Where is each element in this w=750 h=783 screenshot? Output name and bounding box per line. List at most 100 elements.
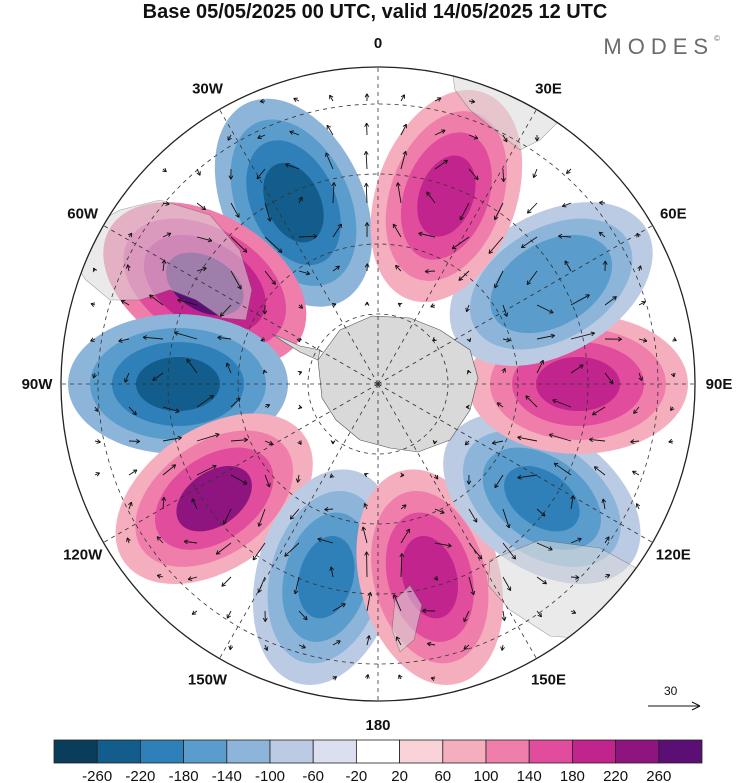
wind-vectors — [90, 93, 677, 682]
wind-arrow — [264, 202, 272, 222]
wind-arrow — [126, 537, 131, 544]
wind-arrow — [364, 674, 370, 680]
wind-arrow — [264, 236, 283, 253]
wind-arrow — [257, 508, 266, 527]
wind-arrow — [120, 300, 130, 306]
wind-arrow — [284, 542, 300, 557]
wind-arrow — [591, 406, 606, 416]
wind-arrow — [92, 372, 97, 379]
wind-arrow — [196, 266, 207, 272]
wind-arrow — [536, 610, 542, 618]
wind-arrow — [364, 263, 370, 272]
colorbar-tick-label: 100 — [473, 768, 498, 783]
wind-arrow — [252, 542, 266, 561]
wind-arrow — [422, 608, 436, 614]
colorbar-tick-label: 220 — [603, 768, 628, 783]
wind-arrow — [637, 265, 642, 272]
wind-arrow — [324, 507, 334, 512]
wind-arrow — [92, 267, 98, 273]
wind-arrow — [502, 134, 508, 143]
anomaly-center — [252, 469, 400, 685]
wind-arrow — [329, 473, 335, 478]
wind-arrow — [329, 94, 334, 102]
wind-arrow — [94, 406, 99, 412]
wind-arrow — [399, 553, 405, 578]
wind-arrow — [196, 236, 213, 243]
wind-arrow — [392, 223, 402, 238]
wind-arrow — [526, 202, 538, 214]
colorbar-tick-label: 60 — [434, 768, 451, 783]
wind-arrow — [293, 97, 300, 102]
longitude-label: 30E — [535, 81, 562, 98]
wind-arrow — [330, 440, 336, 445]
colorbar-swatch — [615, 739, 660, 764]
wind-arrow — [502, 542, 517, 560]
reference-arrowhead — [691, 701, 701, 711]
land-layer — [71, 67, 641, 653]
wind-arrow — [161, 496, 167, 510]
wind-arrow — [468, 508, 478, 523]
wind-arrow — [187, 576, 198, 581]
map-boundary — [60, 66, 696, 702]
wind-arrow — [424, 268, 436, 274]
colorbar-swatch — [312, 739, 357, 764]
wind-arrow — [222, 508, 232, 525]
wind-arrow — [225, 362, 232, 374]
wind-arrow — [264, 270, 276, 285]
wind-arrow — [395, 264, 402, 272]
meridian-line — [103, 225, 379, 385]
wind-arrow — [604, 336, 622, 342]
wind-arrow — [589, 437, 606, 443]
wind-arrow — [426, 191, 436, 204]
wind-arrow — [256, 168, 266, 180]
wind-arrow — [142, 335, 164, 340]
wind-arrow — [94, 472, 101, 477]
wind-arrow — [183, 539, 198, 545]
new-zealand — [391, 584, 423, 653]
longitude-label: 120W — [63, 547, 103, 564]
wind-arrow — [553, 462, 572, 476]
colorbar-swatch — [528, 739, 573, 764]
wind-arrow — [536, 333, 556, 340]
wind-arrow — [502, 304, 509, 317]
wind-arrow — [156, 536, 164, 544]
wind-arrow — [525, 395, 538, 408]
colorbar-tick-label: -60 — [302, 768, 324, 783]
colorbar-swatch — [658, 739, 703, 764]
wind-arrow — [496, 402, 504, 408]
colorbar-tick-label: -180 — [169, 768, 199, 783]
wind-arrow — [463, 610, 470, 623]
wind-arrow — [430, 676, 436, 682]
colorbar-tick-label: -20 — [346, 768, 368, 783]
wind-arrow — [230, 236, 248, 253]
meridian-line — [377, 225, 653, 385]
wind-arrow — [262, 610, 268, 622]
anomaly-contour — [263, 163, 324, 243]
wind-arrow — [285, 163, 300, 170]
wind-arrow — [601, 498, 607, 510]
wind-arrow — [638, 372, 643, 381]
wind-arrow — [264, 474, 271, 488]
wind-arrow — [219, 304, 232, 317]
wind-arrow — [127, 232, 133, 238]
colorbar-swatch — [442, 739, 487, 764]
wind-arrow — [259, 98, 266, 104]
meridian-line — [377, 383, 537, 659]
colorbar-swatch — [53, 739, 98, 764]
wind-arrow — [332, 676, 338, 681]
wind-arrow — [227, 134, 232, 141]
colorbar-swatch — [355, 739, 400, 764]
wind-arrow — [162, 167, 167, 173]
wind-arrow — [298, 304, 304, 309]
wind-arrow — [593, 466, 606, 476]
wind-arrow — [400, 504, 407, 510]
wind-arrow — [463, 644, 470, 650]
colorbar-swatch — [226, 739, 271, 764]
wind-arrow — [124, 372, 130, 383]
wind-arrow — [364, 222, 370, 238]
wind-arrow — [230, 270, 242, 290]
wind-arrow — [177, 298, 198, 306]
wind-arrow — [517, 474, 538, 480]
wind-arrow — [632, 470, 640, 476]
wind-arrow — [363, 182, 369, 204]
